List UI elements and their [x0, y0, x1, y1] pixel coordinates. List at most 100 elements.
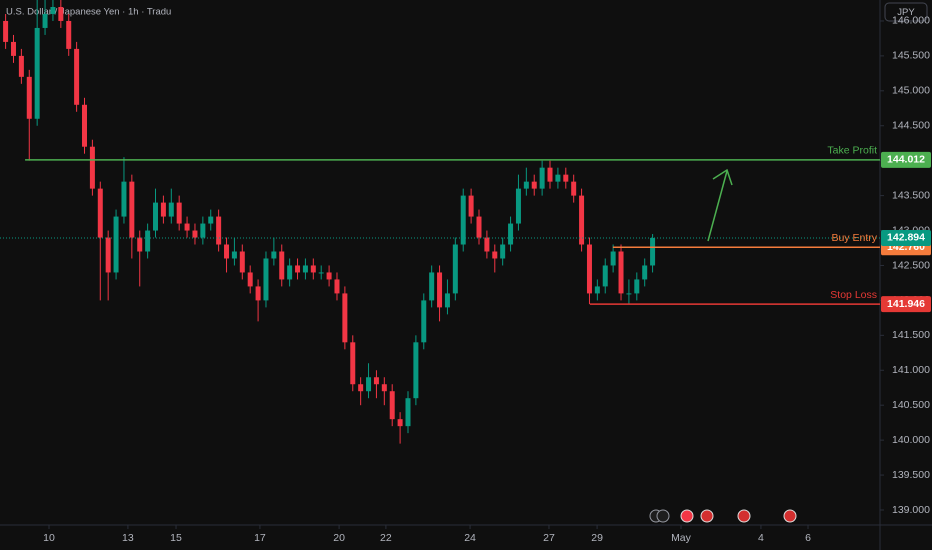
- candle-body: [610, 251, 616, 266]
- candle-body: [113, 216, 119, 273]
- candle-body: [302, 265, 308, 273]
- y-tick-label: 145.500: [892, 50, 930, 62]
- y-tick-label: 142.500: [892, 259, 930, 271]
- candle-body: [97, 188, 103, 238]
- candle-body: [452, 244, 458, 294]
- candle-body: [602, 265, 608, 287]
- currency-button[interactable]: [884, 2, 928, 22]
- candle-body: [476, 216, 482, 238]
- candle-body: [287, 265, 293, 280]
- candle-body: [231, 251, 237, 259]
- x-tick-label: 6: [805, 532, 811, 544]
- candle-body: [50, 6, 56, 14]
- candle-body: [397, 419, 403, 427]
- x-tick-label: 24: [464, 532, 476, 544]
- candle-body: [82, 104, 88, 147]
- event-icon[interactable]: [680, 509, 694, 523]
- arrow-head: [712, 168, 733, 186]
- candle-body: [10, 41, 16, 56]
- candle-body: [429, 272, 435, 301]
- candle-body: [326, 272, 332, 280]
- candle-body: [381, 384, 387, 392]
- candle-body: [358, 384, 364, 392]
- candle-body: [137, 237, 143, 252]
- level-price-label: 141.946: [887, 298, 925, 310]
- currency-button-label[interactable]: JPY: [897, 7, 915, 18]
- candle-body: [208, 216, 214, 224]
- x-tick-label: 29: [591, 532, 603, 544]
- candle-body: [444, 293, 450, 308]
- event-icons: [649, 509, 797, 523]
- candle-body: [42, 13, 48, 28]
- candle-body: [350, 342, 356, 385]
- candle-body: [642, 265, 648, 280]
- level-name: Buy Entry: [831, 232, 877, 244]
- x-tick-label: 22: [380, 532, 392, 544]
- candle-body: [508, 223, 514, 245]
- candle-body: [239, 251, 245, 273]
- x-tick-label: 20: [333, 532, 345, 544]
- candle-body: [539, 167, 545, 189]
- candle-body: [121, 181, 127, 217]
- event-icon[interactable]: [783, 509, 797, 523]
- candle-body: [318, 272, 324, 274]
- candle-body: [279, 251, 285, 280]
- y-tick-label: 141.000: [892, 364, 930, 376]
- candle-body: [421, 300, 427, 343]
- x-tick-label: 4: [758, 532, 764, 544]
- candle-body: [586, 244, 592, 294]
- x-tick-label: 17: [254, 532, 266, 544]
- candle-body: [571, 181, 577, 196]
- level-price-box: [881, 151, 931, 168]
- candle-body: [66, 20, 72, 49]
- candle-body: [200, 223, 206, 238]
- candle-body: [255, 286, 261, 301]
- candle-body: [547, 167, 553, 182]
- candle-body: [634, 279, 640, 294]
- candle-body: [26, 76, 32, 119]
- candle-body: [263, 258, 269, 301]
- chart-title: U.S. Dollar / Japanese Yen · 1h · Tradu: [6, 7, 171, 18]
- candle-body: [216, 216, 222, 245]
- candle-body: [373, 377, 379, 385]
- candle-body: [18, 55, 24, 77]
- y-tick-label: 140.000: [892, 434, 930, 446]
- candle-body: [626, 293, 632, 295]
- candle-body: [295, 265, 301, 273]
- candle-body: [523, 181, 529, 189]
- candle-body: [366, 377, 372, 392]
- candle-body: [145, 230, 151, 252]
- y-tick-label: 146.000: [892, 15, 930, 27]
- candle-body: [500, 244, 506, 259]
- candle-body: [460, 195, 466, 245]
- candle-body: [247, 272, 253, 287]
- candle-body: [3, 20, 9, 42]
- candle-body: [34, 27, 40, 119]
- candle-body: [437, 272, 443, 308]
- candle-body: [468, 195, 474, 217]
- candle-body: [89, 146, 95, 189]
- event-icon[interactable]: [656, 509, 670, 523]
- candle-body: [129, 181, 135, 238]
- candle-body: [389, 391, 395, 420]
- event-icon[interactable]: [737, 509, 751, 523]
- y-tick-label: 140.500: [892, 399, 930, 411]
- current-price-box: [881, 229, 931, 246]
- candle-body: [224, 244, 230, 259]
- candle-body: [168, 202, 174, 217]
- x-tick-label: May: [671, 532, 692, 544]
- event-icon[interactable]: [700, 509, 714, 523]
- level-name: Stop Loss: [830, 289, 877, 301]
- candle-body: [58, 6, 64, 21]
- candle-body: [413, 342, 419, 399]
- candle-body: [192, 230, 198, 238]
- y-tick-label: 145.000: [892, 85, 930, 97]
- level-name: Take Profit: [827, 145, 877, 157]
- candle-body: [176, 202, 182, 224]
- y-tick-label: 139.500: [892, 469, 930, 481]
- candle-body: [160, 202, 166, 217]
- candle-body: [74, 48, 80, 105]
